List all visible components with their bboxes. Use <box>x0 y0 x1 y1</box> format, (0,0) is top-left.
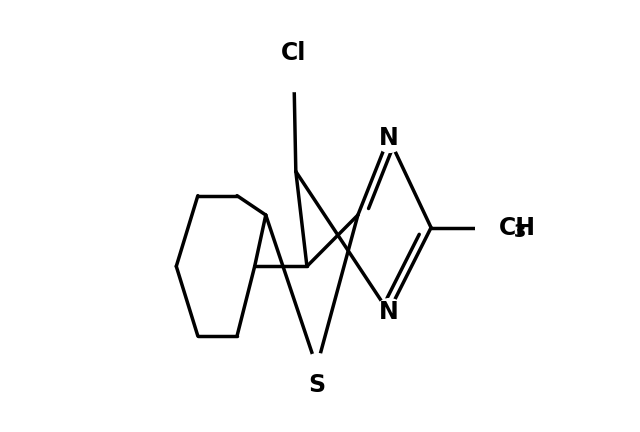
Text: Cl: Cl <box>281 41 307 65</box>
Text: CH: CH <box>499 216 536 240</box>
Text: N: N <box>379 126 399 149</box>
Text: S: S <box>308 373 325 397</box>
Text: 3: 3 <box>515 223 527 241</box>
Text: N: N <box>379 300 399 324</box>
